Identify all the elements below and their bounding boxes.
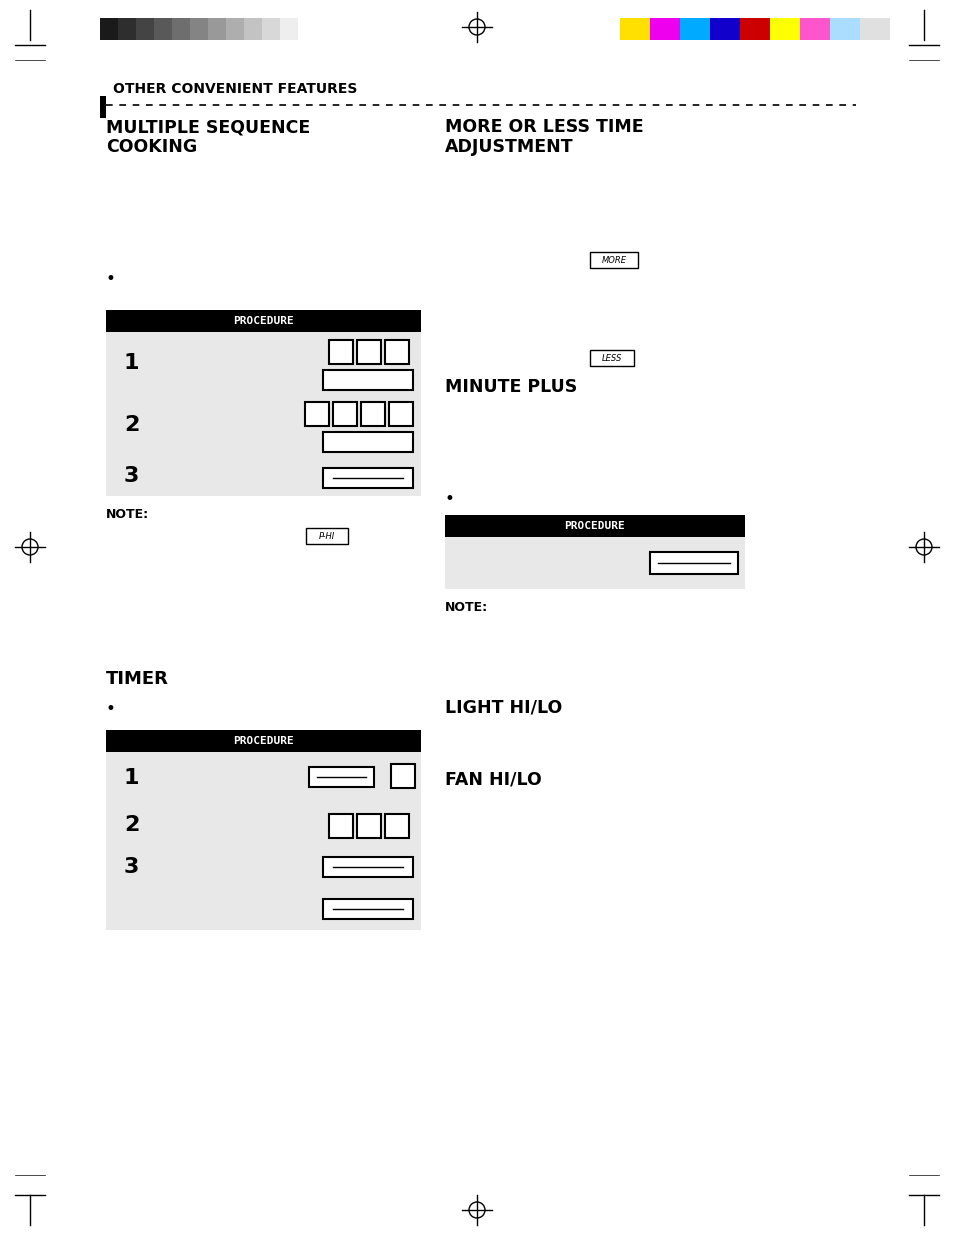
Bar — [305, 403, 329, 426]
Bar — [329, 814, 353, 839]
Text: FAN HI/LO: FAN HI/LO — [444, 769, 541, 788]
Bar — [106, 394, 420, 456]
Bar — [391, 764, 415, 788]
Bar — [323, 857, 413, 877]
Bar — [100, 19, 118, 40]
Bar — [106, 332, 420, 394]
Text: 2: 2 — [124, 815, 139, 835]
Text: PROCEDURE: PROCEDURE — [233, 736, 294, 746]
Bar — [829, 19, 859, 40]
Bar — [136, 19, 153, 40]
Bar — [106, 846, 420, 888]
Bar — [172, 19, 190, 40]
Bar — [444, 537, 744, 589]
Bar — [190, 19, 208, 40]
Text: NOTE:: NOTE: — [106, 508, 149, 521]
Bar — [385, 340, 409, 364]
Text: 3: 3 — [124, 466, 139, 487]
Bar — [389, 403, 413, 426]
Text: •: • — [106, 700, 115, 718]
Bar — [859, 19, 889, 40]
Bar — [106, 456, 420, 496]
Text: PROCEDURE: PROCEDURE — [564, 521, 625, 531]
Bar — [589, 350, 634, 366]
Text: MORE: MORE — [601, 256, 626, 264]
Bar — [619, 19, 649, 40]
Bar — [280, 19, 297, 40]
Text: NOTE:: NOTE: — [444, 601, 488, 614]
Text: MINUTE PLUS: MINUTE PLUS — [444, 378, 577, 396]
Bar — [106, 752, 420, 804]
Bar — [740, 19, 769, 40]
Bar — [333, 403, 356, 426]
Bar — [244, 19, 262, 40]
Text: LESS: LESS — [601, 353, 621, 363]
Bar — [226, 19, 244, 40]
Bar — [106, 310, 420, 332]
Bar — [262, 19, 280, 40]
Text: ADJUSTMENT: ADJUSTMENT — [444, 138, 573, 156]
Text: OTHER CONVENIENT FEATURES: OTHER CONVENIENT FEATURES — [112, 82, 357, 96]
Text: •: • — [444, 490, 455, 508]
Bar — [679, 19, 709, 40]
Bar — [208, 19, 226, 40]
Text: PROCEDURE: PROCEDURE — [233, 316, 294, 326]
Bar — [323, 468, 413, 488]
Bar — [118, 19, 136, 40]
Text: TIMER: TIMER — [106, 671, 169, 688]
Bar — [306, 529, 348, 543]
Bar — [100, 96, 106, 119]
Text: 1: 1 — [124, 768, 139, 788]
Bar — [329, 340, 353, 364]
Bar — [356, 814, 380, 839]
Bar — [106, 804, 420, 846]
Bar — [356, 340, 380, 364]
Bar — [649, 19, 679, 40]
Text: 1: 1 — [124, 353, 139, 373]
Bar — [323, 370, 413, 390]
Text: COOKING: COOKING — [106, 138, 197, 156]
Bar — [769, 19, 800, 40]
Bar — [323, 899, 413, 919]
Bar — [106, 730, 420, 752]
Text: P-HI: P-HI — [318, 531, 335, 541]
Text: MULTIPLE SEQUENCE: MULTIPLE SEQUENCE — [106, 119, 310, 136]
Bar — [444, 515, 744, 537]
Bar — [106, 888, 420, 930]
Text: MORE OR LESS TIME: MORE OR LESS TIME — [444, 119, 643, 136]
Text: 2: 2 — [124, 415, 139, 435]
Bar — [649, 552, 738, 574]
Text: LIGHT HI/LO: LIGHT HI/LO — [444, 698, 561, 716]
Bar — [800, 19, 829, 40]
Bar — [360, 403, 385, 426]
Bar — [309, 767, 374, 787]
Bar — [589, 252, 638, 268]
Bar — [385, 814, 409, 839]
Bar — [323, 432, 413, 452]
Bar — [709, 19, 740, 40]
Text: •: • — [106, 270, 115, 288]
Text: 3: 3 — [124, 857, 139, 877]
Bar — [153, 19, 172, 40]
